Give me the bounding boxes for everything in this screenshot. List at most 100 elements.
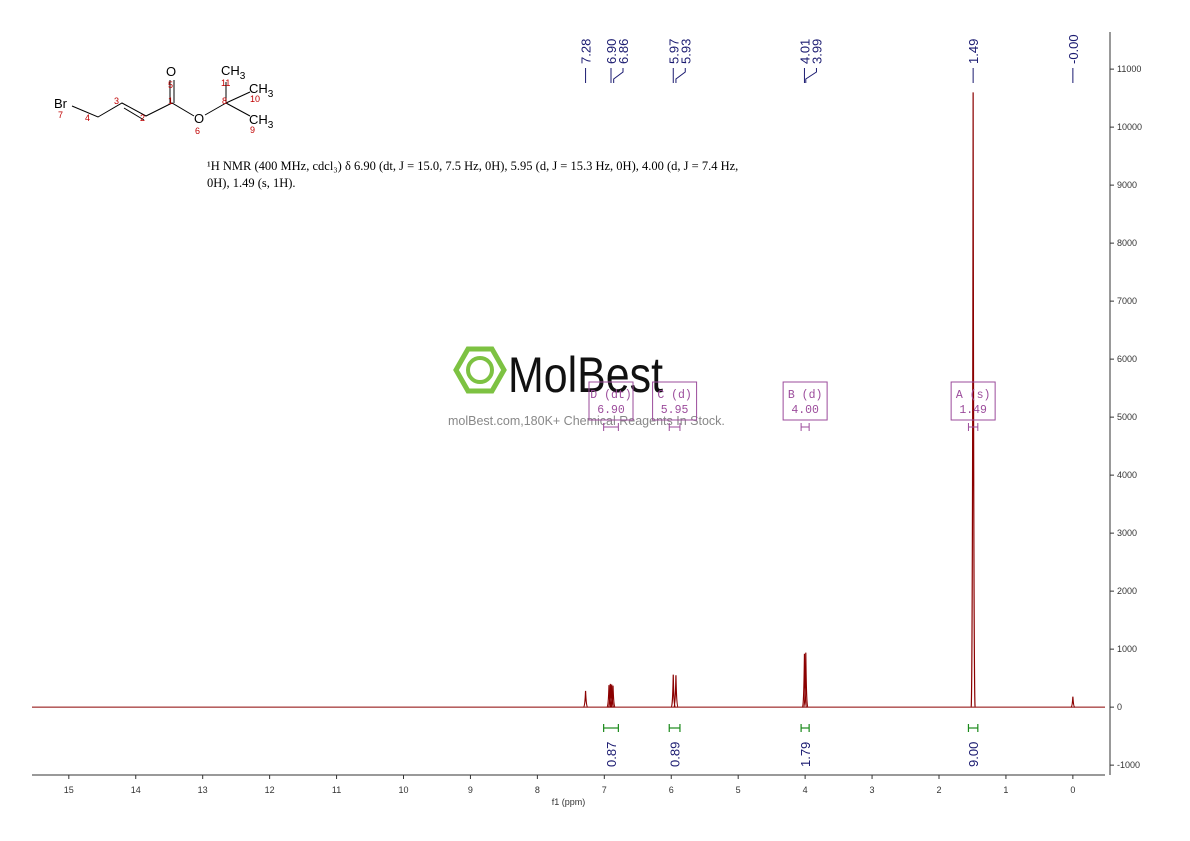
multiplet-name: C (d): [657, 389, 692, 402]
x-tick-label: 14: [131, 785, 141, 795]
x-tick-label: 13: [198, 785, 208, 795]
atom-number: 7: [58, 110, 63, 120]
multiplet-shift: 4.00: [791, 404, 819, 417]
x-tick-label: 9: [468, 785, 473, 795]
x-tick-label: 15: [64, 785, 74, 795]
structure: [71, 80, 251, 121]
atom-label: CH3: [249, 112, 274, 131]
integral-label: 0.87: [604, 742, 619, 767]
y-tick-label: 6000: [1117, 354, 1137, 364]
x-tick-label: 10: [398, 785, 408, 795]
atom-number: 8: [222, 96, 227, 106]
x-tick-label: 11: [332, 785, 341, 795]
peak-label: 5.93: [678, 39, 693, 64]
peak: [610, 685, 616, 708]
bond: [225, 91, 251, 104]
integral-label: 1.79: [798, 742, 813, 767]
y-tick-label: 1000: [1117, 644, 1137, 654]
multiplet-name: D (dt): [590, 389, 631, 402]
multiplet-name: A (s): [956, 389, 991, 402]
peak: [970, 92, 976, 708]
integral-label: 9.00: [966, 742, 981, 767]
atom-number: 10: [250, 94, 260, 104]
multiplet-shift: 1.49: [959, 404, 987, 417]
bond: [225, 102, 251, 117]
nmr-description: ¹H NMR (400 MHz, cdcl₃) δ 6.90 (dt, J = …: [207, 159, 739, 190]
y-tick-label: 9000: [1117, 180, 1137, 190]
peak-label: 3.99: [809, 39, 824, 64]
y-tick-label: 7000: [1117, 296, 1137, 306]
atom-number: 11: [221, 78, 230, 88]
atom-subscript: 3: [240, 71, 246, 82]
atom-symbol: O: [194, 111, 204, 126]
atom-symbol: CH: [221, 63, 240, 78]
y-tick-label: 8000: [1117, 238, 1137, 248]
x-tick-label: 4: [803, 785, 808, 795]
multiplet-box: [782, 381, 828, 421]
x-tick-label: 6: [669, 785, 674, 795]
peak: [801, 653, 808, 708]
y-tick-label: 10000: [1117, 122, 1142, 132]
integral-label: 0.89: [668, 742, 683, 767]
atom-subscript: 3: [268, 89, 274, 100]
peak-label: 5.97: [666, 39, 681, 64]
peak-label: 6.86: [616, 39, 631, 64]
x-tick-label: 12: [265, 785, 275, 795]
watermark: MolBest molBest.com,180K+ Chemical Reage…: [448, 346, 725, 428]
bond: [123, 107, 145, 121]
atom-number: 2: [140, 113, 145, 123]
peak-label: -0.00: [1066, 34, 1081, 64]
x-tick-label: 3: [870, 785, 875, 795]
watermark-brand: MolBest: [508, 347, 663, 403]
x-tick-label: 8: [535, 785, 540, 795]
y-tick-label: 3000: [1117, 528, 1137, 538]
atom-label: O: [166, 64, 176, 79]
atom-number: 3: [114, 96, 119, 106]
peak-connector: [675, 68, 686, 83]
peak-label: 1.49: [966, 39, 981, 64]
atom-label: O: [194, 111, 204, 126]
x-tick-label: 2: [936, 785, 941, 795]
y-tick-label: 0: [1117, 702, 1122, 712]
watermark-logo: [466, 356, 494, 384]
peak-connector: [613, 68, 624, 83]
x-tick-label: 1: [1003, 785, 1008, 795]
atom-symbol: CH: [249, 81, 268, 96]
multiplet-box: [950, 381, 996, 421]
y-tick-label: 2000: [1117, 586, 1137, 596]
peak: [609, 684, 615, 708]
multiplet-shift: 6.90: [597, 404, 625, 417]
multiplet-box: [652, 381, 698, 421]
atom-label: CH3: [249, 81, 274, 100]
peak: [1070, 696, 1076, 708]
x-tick-label: 7: [602, 785, 607, 795]
atom-label: Br: [54, 96, 68, 111]
x-tick-label: 5: [736, 785, 741, 795]
peak-label: 7.28: [579, 39, 594, 64]
atom-number: 5: [168, 80, 173, 90]
atom-label: CH3: [221, 63, 246, 82]
atom-number: 4: [85, 113, 90, 123]
x-tick-label: 0: [1070, 785, 1075, 795]
y-tick-label: 4000: [1117, 470, 1137, 480]
peak: [583, 690, 588, 708]
y-tick-label: 5000: [1117, 412, 1137, 422]
peak-connector: [805, 68, 817, 83]
peak: [803, 652, 809, 708]
peak-label: 6.90: [604, 39, 619, 64]
atom-number: 1: [168, 96, 173, 106]
multiplet-box: [588, 381, 634, 421]
peak-label: 4.01: [797, 39, 812, 64]
atom-subscript: 3: [268, 120, 274, 131]
bond: [71, 102, 195, 118]
atom-symbol: O: [166, 64, 176, 79]
atom-number: 9: [250, 125, 255, 135]
atom-symbol: CH: [249, 112, 268, 127]
watermark-tagline: molBest.com,180K+ Chemical Reagents In S…: [448, 414, 725, 428]
multiplet-name: B (d): [788, 389, 823, 402]
peak: [673, 675, 679, 708]
y-tick-label: 11000: [1117, 64, 1141, 74]
x-axis-label: f1 (ppm): [552, 797, 586, 807]
